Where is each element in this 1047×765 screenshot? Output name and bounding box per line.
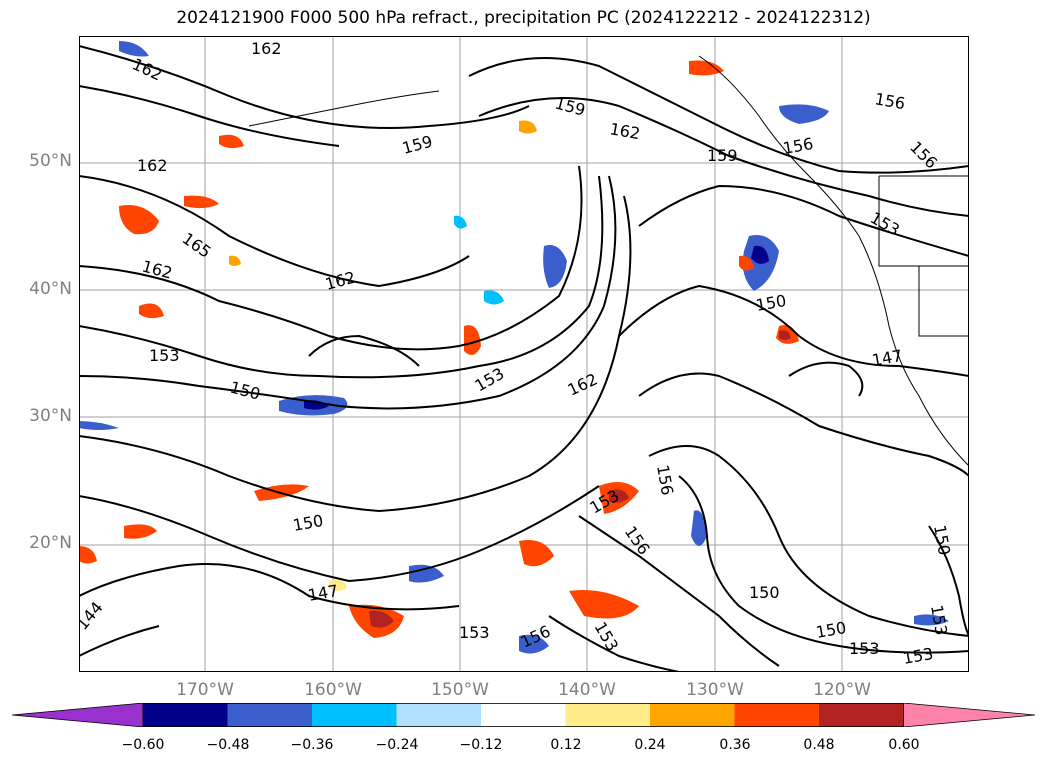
colorbar-extend-min (12, 703, 144, 727)
lon-label: 130°W (686, 680, 744, 700)
colorbar-segment (650, 703, 735, 727)
lon-label: 170°W (176, 680, 234, 700)
map-title: 2024121900 F000 500 hPa refract., precip… (176, 8, 871, 28)
lon-label: 120°W (813, 680, 871, 700)
contour-label: 153 (459, 623, 490, 642)
colorbar-segment (734, 703, 820, 727)
refractivity-contours (79, 45, 969, 672)
lat-label: 20°N (29, 533, 72, 553)
gridlines (79, 36, 969, 672)
colorbar-extend-max (903, 703, 1035, 727)
colorbar-segment (565, 703, 651, 727)
lon-label: 140°W (558, 680, 616, 700)
colorbar-outline (142, 703, 904, 727)
colorbar-tick-label: −0.48 (206, 737, 250, 753)
lat-label: 30°N (29, 406, 72, 426)
colorbar-tick-label: 0.12 (550, 737, 582, 753)
colorbar-tick-label: 0.36 (719, 737, 751, 753)
colorbar-tick-label: −0.12 (459, 737, 503, 753)
colorbar-segment (481, 703, 566, 727)
colorbar-segment (312, 703, 397, 727)
contour-label: 150 (749, 583, 780, 602)
colorbar-segment (819, 703, 904, 727)
lat-label: 50°N (29, 151, 72, 171)
colorbar-tick-label: −0.24 (375, 737, 419, 753)
colorbar-segment (396, 703, 482, 727)
map-plot: 162 162 162 165 162 162 153 150 153 162 … (79, 36, 969, 672)
contour-label: 159 (707, 146, 738, 165)
colorbar-tick-label: −0.60 (121, 737, 165, 753)
contour-label: 162 (251, 39, 282, 58)
colorbar-tick-label: −0.36 (290, 737, 334, 753)
colorbar-segment (227, 703, 313, 727)
contour-label: 153 (149, 346, 180, 365)
coastlines (248, 55, 969, 467)
lon-label: 160°W (304, 680, 362, 700)
contour-label: 162 (137, 156, 168, 175)
colorbar-tick-label: 0.24 (634, 737, 666, 753)
colorbar (12, 703, 1035, 727)
colorbar-tick-label: 0.48 (803, 737, 835, 753)
contour-label: 153 (849, 639, 880, 658)
lon-label: 150°W (431, 680, 489, 700)
colorbar-segment (143, 703, 228, 727)
lat-label: 40°N (29, 279, 72, 299)
colorbar-tick-label: 0.60 (888, 737, 920, 753)
precip-positive (79, 60, 799, 638)
